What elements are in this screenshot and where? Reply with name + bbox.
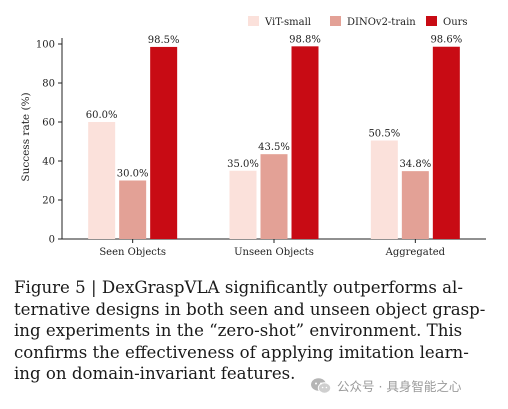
data-label: 34.8%	[399, 159, 431, 170]
bar	[370, 140, 398, 239]
caption-line: confirms the effectiveness of applying i…	[14, 342, 469, 362]
bar-chart: ViT-small DINOv2-train Ours 0 20 40 60 80 100 S…	[20, 16, 486, 258]
watermark: 公众号 · 具身智能之心	[310, 376, 461, 395]
wechat-icon	[311, 377, 332, 394]
bar	[119, 180, 147, 239]
figure-caption: Figure 5 | DexGraspVLA significantly out…	[14, 277, 498, 385]
x-tick-label: Seen Objects	[99, 247, 166, 258]
data-label: 50.5%	[368, 129, 400, 140]
legend-swatch	[426, 16, 437, 26]
data-label: 60.0%	[86, 110, 118, 121]
y-tick-label: 100	[36, 40, 55, 51]
bars: 60.0% 35.0% 50.5% 30.0% 43.5% 34.8% 98.5% 98.8%…	[86, 34, 462, 240]
caption-line: ing on domain-invariant features.	[14, 364, 296, 383]
x-axis: Seen Objects Unseen Objects Aggregated	[62, 238, 486, 258]
y-tick-label: 80	[42, 79, 55, 90]
bar	[401, 171, 429, 239]
legend: ViT-small DINOv2-train Ours	[248, 16, 468, 28]
y-tick-label: 0	[49, 235, 55, 246]
legend-label: Ours	[443, 17, 468, 28]
legend-swatch	[248, 16, 259, 26]
x-tick-label: Unseen Objects	[234, 247, 314, 258]
data-label: 98.8%	[289, 34, 321, 45]
bar	[260, 154, 288, 239]
watermark-text: 公众号 · 具身智能之心	[337, 379, 462, 394]
data-label: 35.0%	[227, 159, 259, 170]
y-tick-label: 20	[42, 196, 55, 207]
bar	[88, 122, 116, 239]
data-label: 43.5%	[258, 142, 290, 153]
caption-line: ing experiments in the “zero-shot” envir…	[14, 321, 463, 340]
legend-label: ViT-small	[264, 17, 311, 28]
bar	[432, 46, 460, 240]
bar	[150, 46, 178, 239]
bar	[291, 46, 319, 240]
data-label: 30.0%	[117, 169, 149, 180]
y-tick-label: 40	[42, 157, 55, 168]
data-label: 98.6%	[430, 35, 462, 46]
caption-line: ternative designs in both seen and unsee…	[14, 299, 486, 319]
x-tick-label: Aggregated	[385, 247, 446, 258]
legend-swatch	[330, 16, 341, 26]
caption-line: Figure 5 | DexGraspVLA significantly out…	[14, 278, 463, 297]
bar	[229, 170, 257, 239]
y-axis-label: Success rate (%)	[20, 92, 32, 181]
legend-label: DINOv2-train	[347, 17, 416, 28]
y-tick-label: 60	[42, 118, 55, 129]
y-axis: 0 20 40 60 80 100	[36, 38, 63, 246]
data-label: 98.5%	[148, 35, 180, 46]
